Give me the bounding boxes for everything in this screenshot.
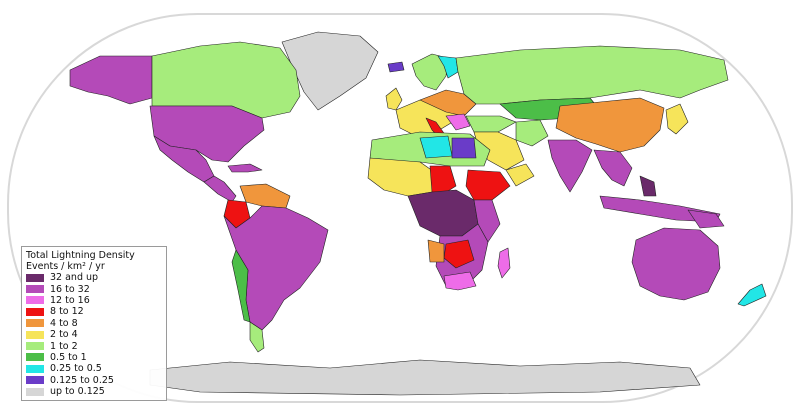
legend-item: 32 and up [26, 272, 162, 283]
legend-swatch [26, 330, 44, 339]
legend-item: 4 to 8 [26, 318, 162, 329]
legend-item: 1 to 2 [26, 340, 162, 352]
legend-item: 16 to 32 [26, 283, 162, 295]
southeast-asia [593, 149, 633, 187]
united-kingdom [385, 87, 403, 111]
iceland [387, 61, 405, 73]
libya [419, 135, 453, 159]
legend-item: 2 to 4 [26, 329, 162, 340]
legend-swatch [26, 376, 44, 385]
philippines [639, 175, 657, 197]
legend-item: 0.25 to 0.5 [26, 363, 162, 374]
legend-item: 8 to 12 [26, 306, 162, 317]
legend-label: 16 to 32 [50, 283, 90, 295]
legend-swatch [26, 353, 44, 362]
australia [631, 227, 721, 301]
zambia-area [443, 239, 475, 269]
legend-swatch [26, 319, 44, 328]
india [547, 139, 593, 193]
madagascar [497, 247, 511, 279]
argentina-chile [249, 321, 265, 353]
legend-label: 1 to 2 [50, 340, 78, 352]
legend-subtitle: Events / km² / yr [26, 261, 105, 272]
turkey [465, 115, 517, 133]
legend-swatch [26, 387, 44, 396]
angola-area [427, 239, 445, 263]
map-legend: Total Lightning Density Events / km² / y… [21, 246, 167, 402]
china [555, 97, 665, 153]
russia [455, 45, 729, 105]
antarctica [149, 359, 701, 396]
legend-label: 4 to 8 [50, 317, 78, 329]
scandinavia [411, 53, 449, 91]
south-africa [443, 271, 477, 291]
legend-swatch [26, 342, 44, 351]
norway-coast [437, 55, 459, 79]
legend-item: up to 0.125 [26, 386, 162, 397]
legend-title: Total Lightning Density [26, 250, 135, 261]
legend-swatch [26, 285, 44, 294]
andes-coast [231, 249, 251, 323]
greenland [281, 31, 379, 111]
legend-swatch [26, 273, 44, 282]
legend-label: up to 0.125 [50, 386, 105, 398]
legend-label: 8 to 12 [50, 306, 84, 318]
legend-label: 0.25 to 0.5 [50, 363, 102, 375]
japan [665, 103, 689, 135]
east-central-africa [473, 199, 501, 243]
new-zealand [737, 283, 767, 307]
legend-swatch [26, 364, 44, 373]
legend-label: 0.5 to 1 [50, 351, 87, 363]
legend-item: 12 to 16 [26, 295, 162, 306]
legend-label: 0.125 to 0.25 [50, 374, 114, 386]
new-guinea [687, 209, 725, 229]
iran-area [515, 119, 549, 147]
arabia-south [505, 163, 535, 187]
legend-item: 0.125 to 0.25 [26, 375, 162, 386]
legend-swatch [26, 307, 44, 316]
legend-label: 2 to 4 [50, 329, 78, 341]
legend-item: 0.5 to 1 [26, 352, 162, 363]
balkans [445, 113, 471, 131]
alaska [69, 55, 153, 105]
legend-label: 12 to 16 [50, 294, 90, 306]
caribbean [227, 163, 263, 173]
egypt [451, 137, 477, 159]
legend-label: 32 and up [50, 272, 99, 284]
central-america [203, 175, 237, 203]
legend-swatch [26, 296, 44, 305]
